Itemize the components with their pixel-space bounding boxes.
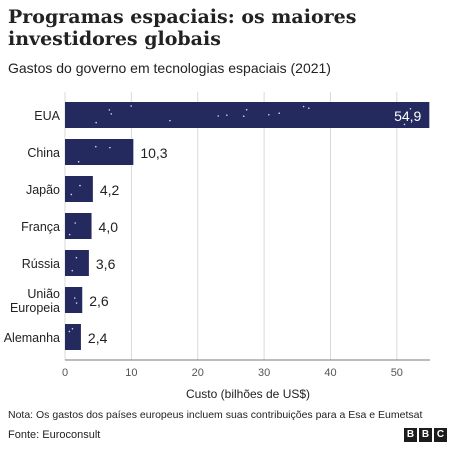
bar-star — [278, 112, 281, 115]
category-label: Europeia — [10, 301, 60, 315]
x-tick-label: 20 — [192, 367, 204, 379]
value-label: 2,6 — [89, 293, 109, 309]
x-tick-label: 0 — [62, 367, 68, 379]
bar-star — [71, 269, 74, 272]
bar-star — [77, 160, 80, 163]
bar — [65, 250, 89, 276]
bar-star — [307, 107, 310, 109]
category-label: Japão — [26, 183, 60, 197]
bar-star — [79, 184, 81, 187]
bar-star — [68, 330, 71, 333]
value-label: 10,3 — [140, 145, 167, 161]
bar-star — [226, 114, 228, 116]
bbc-logo: B B C — [404, 428, 447, 442]
bar-star — [74, 222, 77, 224]
bar-star — [268, 113, 270, 116]
bar-star — [110, 113, 113, 115]
bar-chart: 0 10 20 30 40 50 EUA 54,9 China 10,3 Japão 4,2 Franç… — [4, 92, 430, 401]
bar — [65, 176, 93, 202]
x-axis-title: Custo (bilhões de US$) — [186, 387, 310, 401]
value-label: 54,9 — [394, 108, 421, 124]
category-label: China — [27, 146, 60, 160]
value-label: 4,2 — [100, 182, 120, 198]
bar-star — [409, 107, 412, 110]
x-tick-label: 50 — [391, 367, 403, 379]
bar-star — [75, 256, 78, 259]
value-label: 4,0 — [99, 219, 119, 235]
bar-star — [71, 328, 74, 330]
bar-star — [108, 109, 111, 111]
chart-note: Nota: Os gastos dos países europeus incl… — [8, 409, 423, 421]
bar-star — [245, 108, 248, 111]
bar-star — [73, 297, 76, 299]
bbc-logo-letter: C — [434, 428, 447, 442]
chart-title: Programas espaciais: os maiores investid… — [8, 6, 357, 50]
bar-star — [403, 123, 406, 126]
category-label: Alemanha — [4, 331, 60, 345]
bar — [65, 102, 430, 128]
chart-source: Fonte: Euroconsult — [8, 429, 101, 441]
bar-star — [94, 145, 97, 148]
bar-star — [169, 119, 171, 122]
x-tick-label: 10 — [125, 367, 137, 379]
bar-star — [217, 115, 220, 117]
x-tick-label: 30 — [258, 367, 270, 379]
bar-star — [68, 233, 71, 236]
category-label: Rússia — [22, 257, 60, 271]
value-label: 3,6 — [96, 256, 116, 272]
bar-star — [302, 105, 305, 108]
bar-star — [109, 146, 111, 149]
category-label: União — [27, 287, 60, 301]
category-label: França — [21, 220, 60, 234]
bbc-logo-letter: B — [404, 428, 417, 442]
bar-star — [95, 121, 97, 124]
bar-star — [242, 115, 245, 118]
bar — [65, 324, 81, 350]
category-label: EUA — [34, 109, 60, 123]
bar-star — [75, 302, 78, 304]
chart-subtitle: Gastos do governo em tecnologias espacia… — [8, 60, 331, 76]
bbc-logo-letter: B — [419, 428, 432, 442]
bar-star — [130, 105, 132, 107]
bar — [65, 139, 134, 165]
bar — [65, 213, 92, 239]
x-tick-label: 40 — [324, 367, 336, 379]
bar — [65, 287, 83, 313]
value-label: 2,4 — [88, 330, 108, 346]
bar-star — [70, 193, 73, 196]
